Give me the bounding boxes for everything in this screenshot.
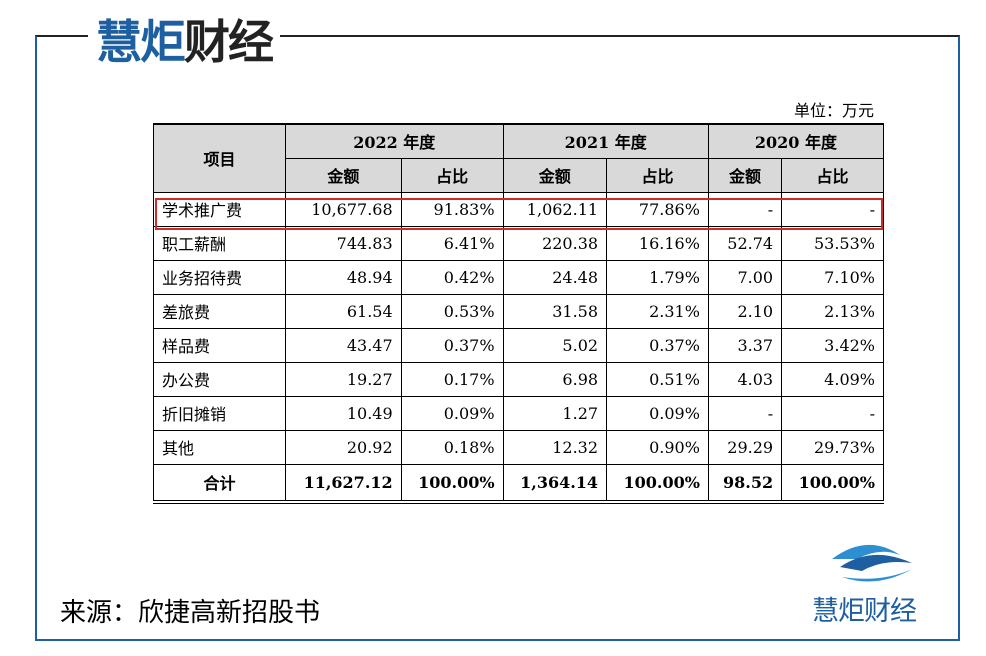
footer-logo: 慧炬财经 — [812, 537, 942, 627]
cell: 7.00 — [707, 259, 783, 295]
cell: 5.02 — [502, 327, 608, 363]
cell: 0.09% — [400, 395, 504, 431]
source: 来源：欣捷高新招股书 — [60, 598, 321, 628]
cell: 职工薪酬 — [153, 225, 286, 261]
cell: - — [781, 395, 884, 431]
cell: 3.37 — [707, 327, 783, 363]
frame — [35, 35, 960, 641]
cell: 项目 — [153, 123, 286, 193]
brand-part: 财经 — [184, 15, 274, 69]
cell: 29.73% — [781, 429, 884, 465]
cell: 0.09% — [606, 395, 709, 431]
cell: 差旅费 — [153, 293, 286, 329]
cell: 其他 — [153, 429, 286, 465]
cell: 0.53% — [400, 293, 504, 329]
cell: 0.42% — [400, 259, 504, 295]
cell: 2021 年度 — [502, 123, 709, 159]
cell: 1.79% — [606, 259, 709, 295]
cell: 98.52 — [707, 463, 783, 504]
row: 金额 占比 金额 占比 金额 占比 — [154, 157, 884, 193]
cell: - — [707, 395, 783, 431]
cell: 0.18% — [400, 429, 504, 465]
row: 其他 20.92 0.18% 12.32 0.90% 29.29 29.73% — [153, 429, 884, 465]
cell: 占比 — [400, 157, 504, 193]
cell: 4.03 — [707, 361, 783, 397]
cell: 61.54 — [285, 293, 402, 329]
cell: 0.37% — [606, 327, 709, 363]
cell: 0.90% — [606, 429, 709, 465]
cell: 10.49 — [285, 395, 402, 431]
cell: 2020 年度 — [707, 123, 885, 159]
footer-brand: 慧炬财经 — [812, 596, 917, 627]
row: 办公费 19.27 0.17% 6.98 0.51% 4.03 4.09% — [153, 361, 884, 397]
brand: 慧炬财经 — [88, 6, 280, 72]
row: 样品费 43.47 0.37% 5.02 0.37% 3.37 3.42% — [153, 327, 884, 363]
cell: 2.10 — [707, 293, 783, 329]
cell: 100.00% — [400, 463, 504, 504]
highlight — [155, 198, 883, 230]
cell: 1,062.11 — [502, 191, 608, 227]
cell: 100.00% — [781, 463, 884, 504]
cell: 0.17% — [400, 361, 504, 397]
cell: 11,627.12 — [285, 463, 402, 504]
cell: 办公费 — [153, 361, 286, 397]
cell: 6.41% — [400, 225, 504, 261]
row: 差旅费 61.54 0.53% 31.58 2.31% 2.10 2.13% — [153, 293, 884, 329]
cell: 77.86% — [606, 191, 709, 227]
cell: 折旧摊销 — [153, 395, 286, 431]
cell: 29.29 — [707, 429, 783, 465]
cell: 43.47 — [285, 327, 402, 363]
cell: 19.27 — [285, 361, 402, 397]
cell: 金额 — [502, 157, 608, 193]
unit: 单位：万元 — [793, 101, 874, 120]
cell: 占比 — [606, 157, 709, 193]
row: 学术推广费 10,677.68 91.83% 1,062.11 77.86% - - — [153, 191, 884, 227]
cell: 合计 — [153, 463, 286, 504]
cell: 31.58 — [502, 293, 608, 329]
cell: 0.37% — [400, 327, 504, 363]
brand-part: 慧炬 — [96, 15, 186, 69]
row: 业务招待费 48.94 0.42% 24.48 1.79% 7.00 7.10% — [153, 259, 884, 295]
row: 项目 2022 年度 2021 年度 2020 年度 — [153, 123, 885, 193]
cell: 4.09% — [781, 361, 884, 397]
table: 项目 2022 年度 2021 年度 2020 年度 金额 占比 金额 占比 金额 占比 学术推广费… — [153, 123, 885, 504]
cell: 占比 — [781, 157, 884, 193]
cell: 2.13% — [781, 293, 884, 329]
row: 职工薪酬 744.83 6.41% 220.38 16.16% 52.74 53.53% — [153, 225, 884, 261]
cell: 1,364.14 — [502, 463, 608, 504]
cell: 2.31% — [606, 293, 709, 329]
cell: 48.94 — [285, 259, 402, 295]
cell: 业务招待费 — [153, 259, 286, 295]
cell: 1.27 — [502, 395, 608, 431]
cell: 100.00% — [606, 463, 709, 504]
cell: 金额 — [707, 157, 783, 193]
cell: 3.42% — [781, 327, 884, 363]
cell: - — [707, 191, 783, 227]
cell: 52.74 — [707, 225, 783, 261]
cell: 53.53% — [781, 225, 884, 261]
row: 折旧摊销 10.49 0.09% 1.27 0.09% - - — [153, 395, 884, 431]
logo-waves — [832, 544, 912, 582]
cell: 24.48 — [502, 259, 608, 295]
cell: 金额 — [285, 157, 402, 193]
cell: 2022 年度 — [285, 123, 504, 159]
cell: 样品费 — [153, 327, 286, 363]
cell: 20.92 — [285, 429, 402, 465]
cell: 220.38 — [502, 225, 608, 261]
cell: 12.32 — [502, 429, 608, 465]
cell: 16.16% — [606, 225, 709, 261]
cell: 6.98 — [502, 361, 608, 397]
cell: 7.10% — [781, 259, 884, 295]
cell: 0.51% — [606, 361, 709, 397]
cell: 10,677.68 — [285, 191, 402, 227]
row: 合计 11,627.12 100.00% 1,364.14 100.00% 98.52 10… — [153, 463, 884, 504]
cell: 744.83 — [285, 225, 402, 261]
cell: 学术推广费 — [153, 191, 286, 227]
